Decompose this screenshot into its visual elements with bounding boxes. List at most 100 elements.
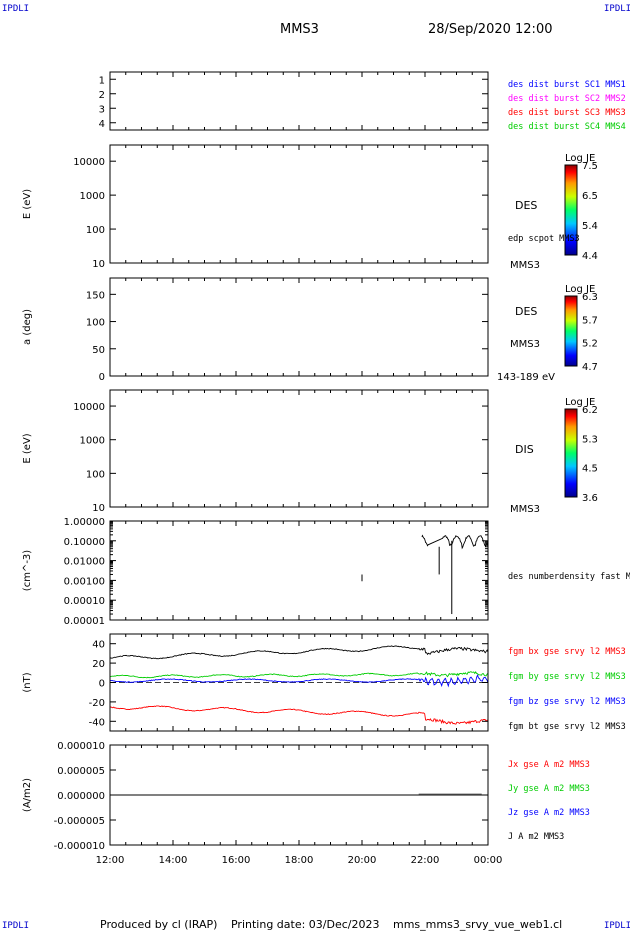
- footer-produced-by: Produced by cl (IRAP): [100, 918, 218, 931]
- colorbar-tick-label: 5.3: [582, 434, 598, 445]
- density-panel-frame: [109, 520, 489, 621]
- y-tick-label: 10: [92, 503, 105, 514]
- burst-legend-entry: des dist burst SC4 MMS4: [508, 122, 626, 132]
- y-tick-label: 1: [99, 75, 105, 86]
- fgm-legend-entry: fgm bt gse srvy l2 MMS3: [508, 722, 626, 732]
- colorbar: [564, 164, 578, 256]
- colorbar-tick-label: 4.4: [582, 251, 598, 262]
- fgm-series-by-line: [109, 671, 489, 679]
- y-tick-label: 100: [86, 469, 105, 480]
- y-tick-label: 0.00010: [64, 596, 105, 607]
- y-tick-label: 40: [92, 640, 105, 651]
- y-tick-label: 0.000010: [57, 741, 105, 752]
- time-tick-label: 22:00: [411, 855, 440, 866]
- des_energy-panel-frame: [109, 144, 489, 264]
- burst-legend-entry: des dist burst SC3 MMS3: [508, 108, 626, 118]
- y-tick-label: 4: [99, 119, 105, 130]
- colorbar-tick-label: 5.7: [582, 315, 598, 326]
- y-axis-label: (cm^-3): [22, 550, 33, 591]
- density-series-line: [421, 534, 489, 550]
- time-tick-label: 18:00: [285, 855, 314, 866]
- right-label: MMS3: [510, 260, 540, 271]
- y-tick-label: 1000: [80, 191, 105, 202]
- y-tick-label: 150: [86, 290, 105, 301]
- datetime-title: 28/Sep/2020 12:00: [428, 22, 553, 37]
- current-legend-entry: J A m2 MMS3: [508, 832, 564, 842]
- instrument-label: DIS: [515, 443, 534, 456]
- y-tick-label: 1000: [80, 436, 105, 447]
- y-tick-label: 100: [86, 225, 105, 236]
- fgm-legend-entry: fgm by gse srvy l2 MMS3: [508, 672, 626, 682]
- y-tick-label: 100: [86, 318, 105, 329]
- instrument-label: DES: [515, 305, 537, 318]
- corner-label-top-left: IPDLI: [2, 4, 30, 14]
- y-tick-label: 0.00100: [64, 576, 105, 587]
- current-legend-entry: Jy gse A m2 MMS3: [508, 784, 590, 794]
- colorbar-tick-label: 5.2: [582, 339, 598, 350]
- y-tick-label: 0: [99, 372, 105, 383]
- y-tick-label: 0.000005: [57, 766, 105, 777]
- footer-filename: mms_mms3_srvy_vue_web1.cl: [393, 918, 563, 931]
- y-tick-label: 0: [99, 679, 105, 690]
- colorbar-tick-label: 6.3: [582, 292, 598, 303]
- burst-legend-entry: des dist burst SC2 MMS2: [508, 94, 626, 104]
- time-tick-label: 00:00: [474, 855, 503, 866]
- footer: Produced by cl (IRAP) Printing date: 03/…: [100, 918, 572, 931]
- right-label: edp scpot MMS3: [508, 234, 580, 244]
- colorbar-tick-label: 4.5: [582, 464, 598, 475]
- y-tick-label: 3: [99, 104, 105, 115]
- y-tick-label: 0.000000: [57, 791, 105, 802]
- colorbar-tick-label: 7.5: [582, 161, 598, 172]
- fgm-series-bt-line: [110, 645, 489, 660]
- y-tick-label: 0.00001: [64, 616, 105, 627]
- y-tick-label: 10: [92, 259, 105, 270]
- y-tick-label: -20: [89, 698, 105, 709]
- fgm-series-bz-line: [109, 674, 489, 688]
- colorbar: [564, 295, 578, 367]
- colorbar: [564, 408, 578, 498]
- y-axis-label: (A/m2): [22, 778, 33, 812]
- spacecraft-title: MMS3: [280, 22, 319, 37]
- colorbar-title: Log JE: [565, 153, 595, 164]
- y-tick-label: -40: [89, 717, 105, 728]
- burst-panel-frame: [109, 71, 489, 131]
- y-axis-label: (nT): [22, 672, 33, 692]
- corner-label-bottom-right: IPDLI: [604, 921, 630, 931]
- y-axis-label: E (eV): [22, 189, 33, 219]
- y-tick-label: -0.000005: [54, 816, 105, 827]
- y-tick-label: 1.00000: [64, 517, 105, 528]
- y-tick-label: -0.000010: [54, 841, 105, 852]
- footer-printing-date: Printing date: 03/Dec/2023: [230, 918, 380, 931]
- y-tick-label: 0.01000: [64, 557, 105, 568]
- y-tick-label: 0.10000: [64, 537, 105, 548]
- density-legend-entry: des numberdensity fast M: [508, 572, 630, 582]
- current-legend-entry: Jx gse A m2 MMS3: [508, 760, 590, 770]
- instrument-label: DES: [515, 199, 537, 212]
- right-label: MMS3: [510, 339, 540, 350]
- des_pitch-panel-frame: [109, 277, 489, 377]
- colorbar-tick-label: 6.2: [582, 405, 598, 416]
- dis_energy-panel-frame: [109, 389, 489, 508]
- right-label: 143-189 eV: [497, 372, 555, 383]
- y-axis-label: E (eV): [22, 433, 33, 463]
- y-tick-label: 10000: [73, 157, 105, 168]
- time-tick-label: 16:00: [222, 855, 251, 866]
- y-tick-label: 2: [99, 90, 105, 101]
- colorbar-tick-label: 3.6: [582, 493, 598, 504]
- time-tick-label: 14:00: [159, 855, 188, 866]
- colorbar-tick-label: 6.5: [582, 191, 598, 202]
- y-axis-label: a (deg): [22, 309, 33, 345]
- colorbar-tick-label: 5.4: [582, 221, 598, 232]
- burst-legend-entry: des dist burst SC1 MMS1: [508, 80, 626, 90]
- time-tick-label: 20:00: [348, 855, 377, 866]
- fgm-legend-entry: fgm bz gse srvy l2 MMS3: [508, 697, 626, 707]
- y-tick-label: 20: [92, 659, 105, 670]
- fgm-legend-entry: fgm bx gse srvy l2 MMS3: [508, 647, 626, 657]
- right-label: MMS3: [510, 504, 540, 515]
- corner-label-top-right: IPDLI: [604, 4, 630, 14]
- corner-label-bottom-left: IPDLI: [2, 921, 30, 931]
- colorbar-tick-label: 4.7: [582, 362, 598, 373]
- colorbar-title: Log JE: [565, 284, 595, 295]
- fgm-series-bx-line: [109, 705, 489, 725]
